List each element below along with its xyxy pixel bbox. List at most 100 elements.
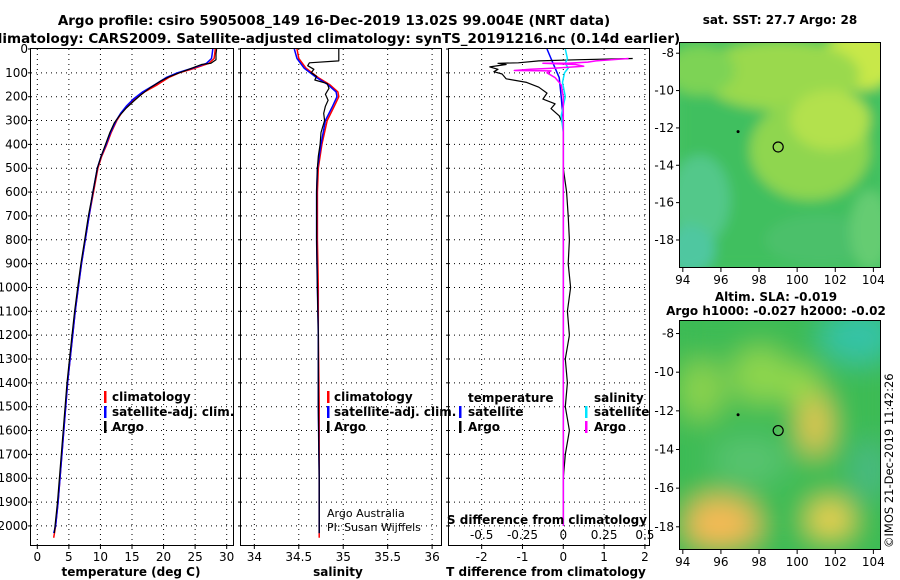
sla-map-title: Altim. SLA: -0.019 — [715, 290, 837, 304]
sla-heatmap — [679, 320, 881, 550]
legend-swatch-argo — [327, 421, 330, 433]
sst_map-xtick-label: 96 — [713, 273, 728, 287]
difference-legend-salinity: salinity satellite Argo — [585, 391, 649, 434]
salinity-xtick-label: 35.5 — [374, 550, 401, 564]
temperature-axes-frame — [30, 48, 234, 546]
difference-legend-temperature: temperature satellite Argo — [459, 391, 553, 434]
sst_map-ytick-label: -18 — [654, 233, 674, 247]
legend-label-climatology: climatology — [112, 390, 191, 404]
legend-label-s-satellite: satellite — [594, 405, 649, 419]
legend-swatch-climatology — [104, 391, 107, 403]
legend-swatch-t-argo — [459, 421, 462, 433]
difference-plot: -2 -1 0 1 2 -0.5 -0.25 0 0.25 0.5 — [446, 48, 654, 564]
difference-xtick-label: 2 — [641, 550, 649, 564]
legend-label-t-satellite: satellite — [468, 405, 523, 419]
difference-xtick-label: 0 — [559, 550, 567, 564]
credit-line-2: PI: Susan Wijffels — [327, 521, 421, 534]
temperature-legend: climatology satellite-adj. clim. Argo — [104, 390, 234, 434]
temperature-ytick-label: 2000 — [0, 519, 28, 533]
sst_map-xtick-label: 100 — [786, 273, 809, 287]
temperature-ytick-label: 1900 — [0, 495, 28, 509]
temperature-ytick-label: 500 — [5, 161, 28, 175]
temperature-ytick-label: 100 — [5, 66, 28, 80]
difference-x2tick-label: 0 — [559, 528, 567, 542]
temperature-xtick-label: 10 — [93, 550, 108, 564]
temperature-ytick-label: 700 — [5, 209, 28, 223]
legend-swatch-s-argo — [585, 421, 588, 433]
legend-swatch-satellite-adj — [104, 406, 107, 418]
difference-x2tick-label: 0.25 — [591, 528, 618, 542]
sst-heatmap — [679, 42, 881, 268]
temperature-xtick-label: 25 — [187, 550, 202, 564]
temperature-ytick-label: 400 — [5, 137, 28, 151]
sla_map-ytick-label: -16 — [654, 481, 674, 495]
sst-map-title: sat. SST: 27.7 Argo: 28 — [703, 13, 857, 27]
salinity-panel: 34 34.5 35 35.5 36 climatology satellite-adj… — [238, 48, 456, 579]
legend-label-argo: Argo — [334, 420, 366, 434]
legend-swatch-argo — [104, 421, 107, 433]
temperature-ytick-label: 900 — [5, 257, 28, 271]
sla_map-xtick-label: 98 — [751, 555, 766, 569]
sla_map-xtick-label: 104 — [862, 555, 885, 569]
sst_map-previous-position-dot — [736, 130, 740, 134]
sla_map-xtick-label: 94 — [675, 555, 690, 569]
salinity-plot: 34 34.5 35 35.5 36 — [238, 48, 441, 564]
difference-axes-frame — [448, 48, 650, 546]
salinity-xtick-label: 36 — [424, 550, 439, 564]
sla_map-xtick-label: 102 — [824, 555, 847, 569]
temperature-xtick-label: 15 — [124, 550, 139, 564]
legend-label-satellite-adj: satellite-adj. clim. — [334, 405, 456, 419]
temperature-ytick-label: 1000 — [0, 280, 28, 294]
legend-label-climatology: climatology — [334, 390, 413, 404]
difference-panel: -2 -1 0 1 2 -0.5 -0.25 0 0.25 0.5 temperature sat… — [446, 48, 654, 579]
sla-map-frame — [679, 320, 881, 550]
legend-label-t-argo: Argo — [468, 420, 500, 434]
header-line-1: Argo profile: csiro 5905008_149 16-Dec-2… — [58, 13, 610, 29]
legend-title-temperature: temperature — [468, 391, 553, 405]
sst_map-ytick-label: -14 — [654, 158, 674, 172]
difference-xtick-label: -2 — [476, 550, 488, 564]
temperature-ytick-label: 1100 — [0, 304, 28, 318]
difference-series-t-argo — [489, 57, 633, 526]
temperature-ytick-label: 1800 — [0, 471, 28, 485]
salinity-xtick-label: 34 — [247, 550, 262, 564]
temperature-panel: 0 5 10 15 20 25 300100200300400500600700800900… — [0, 42, 234, 579]
sst_map-xtick-label: 104 — [862, 273, 885, 287]
legend-swatch-satellite-adj — [327, 406, 330, 418]
sla_map-ytick-label: -12 — [654, 404, 674, 418]
sst_map-xtick-label: 98 — [751, 273, 766, 287]
sla_map-previous-position-dot — [736, 413, 740, 417]
temperature-ytick-label: 1700 — [0, 447, 28, 461]
legend-label-satellite-adj: satellite-adj. clim. — [112, 405, 234, 419]
sla-map-panel: Altim. SLA: -0.019 Argo h1000: -0.027 h2… — [654, 290, 885, 569]
salinity-series-satellite-adj-clim- — [293, 48, 338, 534]
legend-swatch-s-satellite — [585, 406, 588, 418]
t-difference-xlabel: T difference from climatology — [446, 565, 646, 579]
legend-swatch-t-satellite — [459, 406, 462, 418]
temperature-xtick-label: 5 — [65, 550, 73, 564]
imos-watermark: ©IMOS 21-Dec-2019 11:42:26 — [882, 373, 896, 548]
temperature-xtick-label: 0 — [33, 550, 41, 564]
salinity-axes-frame — [240, 48, 442, 546]
sst_map-ytick-label: -8 — [662, 46, 674, 60]
credit-line-1: Argo Australia — [327, 507, 405, 520]
sla_map-xtick-label: 100 — [786, 555, 809, 569]
sst_map-float-marker — [772, 141, 784, 153]
sst_map-ytick-label: -12 — [654, 121, 674, 135]
difference-x2tick-label: -0.25 — [507, 528, 538, 542]
sla_map-xtick-label: 96 — [713, 555, 728, 569]
salinity-xlabel: salinity — [313, 565, 363, 579]
temperature-xtick-label: 30 — [219, 550, 234, 564]
sst_map-ytick-label: -10 — [654, 84, 674, 98]
temperature-ytick-label: 1600 — [0, 424, 28, 438]
sst_map-xtick-label: 94 — [675, 273, 690, 287]
legend-label-s-argo: Argo — [594, 420, 626, 434]
header-line-2: Climatology: CARS2009. Satellite-adjuste… — [0, 31, 680, 47]
temperature-ytick-label: 1400 — [0, 376, 28, 390]
difference-series-s-argo — [513, 57, 629, 526]
temperature-series-argo — [53, 48, 218, 534]
difference-series-s-satellite — [560, 48, 569, 526]
temperature-xtick-label: 20 — [156, 550, 171, 564]
salinity-series-argo — [307, 49, 340, 534]
